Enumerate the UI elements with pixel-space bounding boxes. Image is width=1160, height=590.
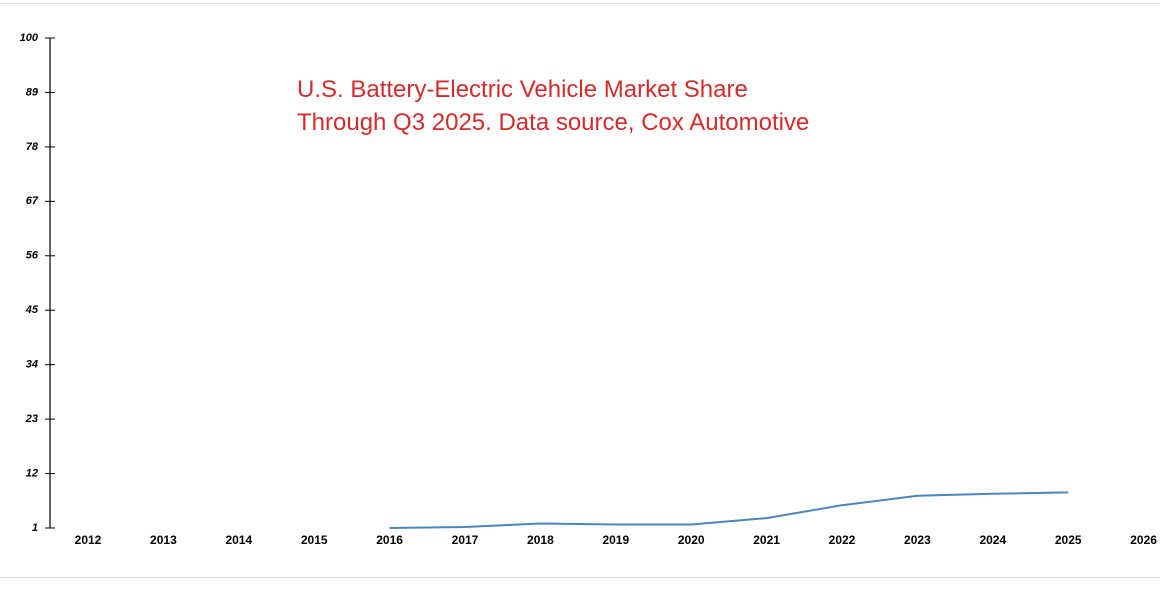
y-tick-label: 23 (25, 413, 38, 425)
y-tick-label: 78 (26, 141, 39, 153)
x-tick-label: 2012 (75, 533, 102, 547)
y-tick-label: 89 (26, 86, 39, 98)
x-tick-label: 2026 (1130, 533, 1157, 547)
x-tick-label: 2025 (1055, 533, 1082, 547)
y-tick-label: 34 (26, 359, 38, 371)
x-tick-label: 2015 (301, 533, 328, 547)
x-tick-label: 2023 (904, 533, 931, 547)
x-tick-label: 2014 (225, 533, 252, 547)
x-tick-label: 2019 (602, 533, 629, 547)
y-tick-label: 100 (20, 32, 39, 44)
sheet-gridlines (0, 3, 1160, 578)
x-tick-label: 2020 (678, 533, 705, 547)
chart-title: U.S. Battery-Electric Vehicle Market Sha… (297, 76, 748, 103)
x-tick-label: 2022 (829, 533, 856, 547)
x-tick-label: 2018 (527, 533, 554, 547)
x-tick-label: 2021 (753, 533, 780, 547)
x-tick-label: 2024 (979, 533, 1006, 547)
x-tick-label: 2017 (452, 533, 479, 547)
chart-title: Through Q3 2025. Data source, Cox Automo… (297, 109, 809, 136)
y-tick-label: 56 (26, 250, 39, 262)
y-tick-label: 67 (26, 195, 39, 207)
y-tick-label: 1 (32, 522, 38, 534)
x-tick-label: 2013 (150, 533, 177, 547)
y-tick-label: 45 (25, 304, 39, 316)
data-line (389, 491, 1069, 529)
x-tick-label: 2016 (376, 533, 403, 547)
y-tick-label: 12 (26, 467, 38, 479)
